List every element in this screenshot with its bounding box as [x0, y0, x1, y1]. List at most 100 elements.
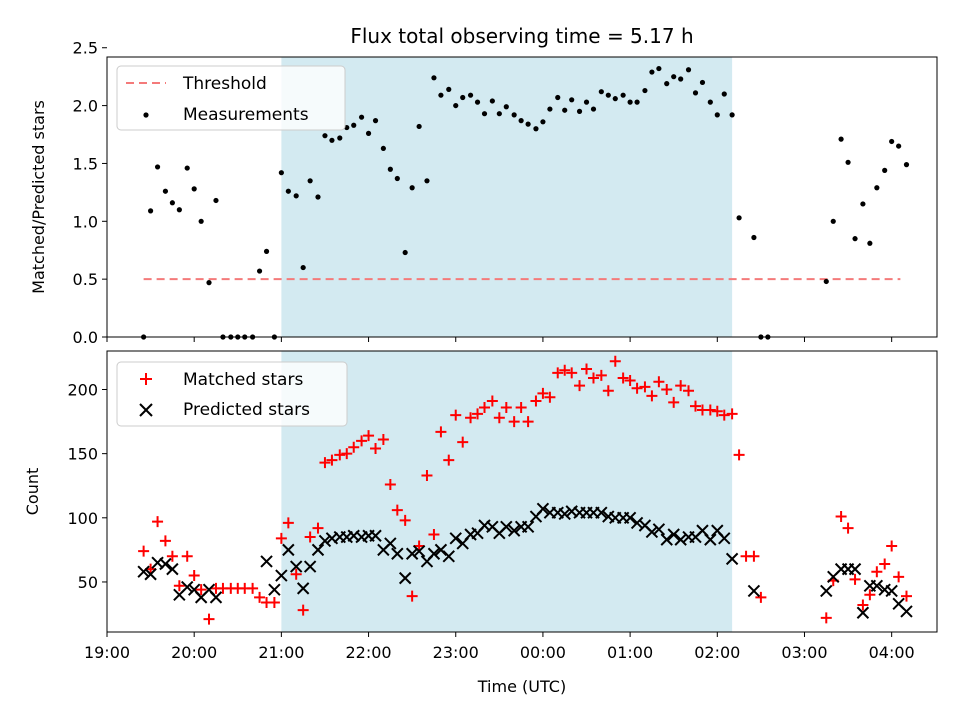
measurement-point — [453, 102, 459, 109]
matched-star-point — [319, 457, 331, 469]
ratio-legend: Threshold Measurements — [116, 65, 346, 131]
predicted-star-point — [652, 523, 666, 536]
legend-predicted-swatch — [139, 403, 153, 417]
measurement-point — [751, 234, 757, 241]
measurement-point — [176, 207, 182, 213]
measurement-point — [576, 108, 583, 114]
measurement-point — [656, 65, 662, 72]
matched-star-point — [406, 590, 418, 602]
matched-star-point — [675, 380, 687, 392]
predicted-star-point — [296, 582, 310, 595]
matched-star-point — [537, 387, 549, 399]
measurement-point — [387, 166, 393, 172]
matched-star-point — [428, 528, 440, 540]
matched-star-point — [152, 516, 164, 528]
measurement-point — [278, 170, 284, 176]
predicted-star-point — [820, 584, 833, 598]
count-legend: Matched stars Predicted stars — [116, 361, 348, 427]
matched-star-point — [668, 396, 680, 408]
legend-matched-label: Matched stars — [183, 370, 303, 390]
predicted-star-point — [391, 547, 404, 560]
predicted-star-point — [427, 547, 441, 560]
measurement-point — [256, 268, 263, 274]
predicted-star-point — [630, 516, 644, 530]
predicted-star-point — [645, 525, 659, 539]
predicted-star-point — [369, 529, 382, 542]
measurement-point — [707, 99, 713, 105]
predicted-star-point — [275, 569, 288, 582]
figure-title: Flux total observing time = 5.17 h — [350, 24, 693, 48]
ratio-panel: 0.0 0.5 1.0 1.5 2.0 2.5 Matched/Predicted sta… — [29, 39, 938, 347]
measurement-point — [583, 99, 590, 105]
ratio-y-tick-label: 1.5 — [73, 154, 98, 173]
matched-star-point — [689, 400, 701, 412]
matched-star-point — [297, 604, 309, 616]
matched-star-point — [391, 504, 403, 516]
x-tick-label: 19:00 — [84, 643, 130, 662]
matched-star-point — [188, 570, 200, 582]
measurement-point — [678, 76, 684, 82]
measurement-point — [525, 121, 531, 127]
matched-star-point — [646, 390, 658, 402]
measurement-point — [424, 178, 430, 184]
measurement-point — [467, 92, 474, 98]
matched-star-point — [173, 580, 185, 592]
measurement-point — [394, 175, 400, 182]
matched-star-point — [522, 416, 534, 428]
predicted-star-point — [260, 555, 273, 568]
matched-star-point — [450, 409, 462, 421]
measurement-point — [198, 218, 204, 224]
measurement-point — [191, 186, 197, 192]
matched-star-point — [515, 401, 527, 413]
measurement-point — [365, 130, 372, 136]
measurement-point — [649, 69, 655, 75]
measurement-point — [511, 112, 517, 118]
matched-star-point — [384, 478, 396, 490]
predicted-star-point — [181, 580, 194, 594]
x-tick-label: 20:00 — [171, 643, 217, 662]
predicted-star-point — [137, 565, 150, 578]
predicted-star-point — [725, 552, 739, 566]
count-plot-frame — [106, 350, 938, 633]
measurement-point — [285, 188, 291, 194]
matched-star-point — [711, 405, 723, 417]
measurement-point — [562, 107, 568, 113]
matched-star-point — [574, 380, 586, 392]
predicted-star-point — [521, 520, 535, 533]
predicted-star-point — [747, 584, 761, 598]
predicted-star-point — [595, 506, 608, 519]
matched-star-point — [718, 409, 730, 421]
measurement-point — [642, 87, 648, 94]
x-tick-label: 01:00 — [607, 643, 653, 662]
matched-star-point — [631, 382, 643, 394]
ratio-y-tick-label: 0.0 — [73, 328, 98, 347]
predicted-star-point — [412, 544, 426, 558]
measurement-point — [481, 111, 488, 117]
predicted-star-point — [885, 584, 898, 598]
predicted-star-point — [434, 543, 448, 557]
predicted-star-point — [289, 560, 303, 573]
matched-star-point — [609, 355, 621, 367]
predicted-star-point — [900, 605, 913, 618]
measurement-point — [874, 185, 880, 191]
count-shaded-interval — [281, 351, 733, 632]
measurement-point — [431, 75, 437, 81]
matched-star-point — [857, 599, 869, 611]
count-panel: 50 100 150 200 19:00 20:00 21:00 22:00 23:00 00:… — [23, 350, 938, 662]
measurement-point — [598, 89, 604, 95]
predicted-star-point — [507, 524, 521, 537]
count-y-tick-label: 50 — [78, 573, 98, 592]
matched-star-point — [617, 372, 629, 384]
legend-predicted-label: Predicted stars — [183, 400, 310, 420]
predicted-star-point — [282, 543, 295, 557]
matched-star-point — [755, 591, 767, 603]
measurement-point — [402, 249, 408, 256]
matched-star-point — [653, 376, 665, 388]
measurement-point — [852, 236, 858, 242]
matched-star-point — [566, 367, 578, 379]
matched-star-point — [886, 540, 898, 552]
measurement-point — [838, 136, 844, 142]
ratio-legend-box — [116, 65, 346, 131]
measurement-point — [533, 126, 539, 132]
matched-star-point — [363, 430, 375, 442]
